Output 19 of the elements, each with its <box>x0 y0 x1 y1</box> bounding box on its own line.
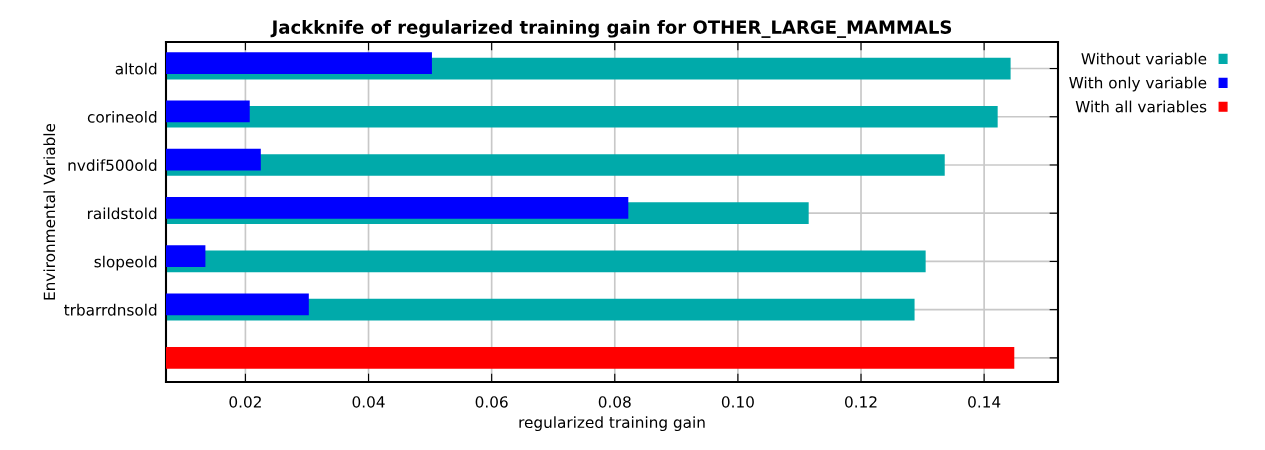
legend-label: With only variable <box>1069 76 1207 92</box>
x-tick-label: 0.06 <box>475 396 508 408</box>
x-tick-label: 0.08 <box>598 396 631 408</box>
x-tick-label: 0.10 <box>721 396 754 408</box>
x-tick-label: 0.04 <box>352 396 385 408</box>
y-tick-label: altold <box>115 62 157 75</box>
x-tick-label: 0.14 <box>968 396 1001 408</box>
chart-title: Jackknife of regularized training gain for OTHER_LARGE_MAMMALS <box>270 19 952 38</box>
y-tick-label: slopeold <box>94 255 157 271</box>
legend-label: With all variables <box>1075 100 1207 113</box>
y-tick-label: trbarrdnsold <box>64 303 157 316</box>
y-tick-label: corineold <box>87 110 157 123</box>
y-tick-label: nvdif500old <box>68 159 157 171</box>
x-tick-label: 0.02 <box>229 396 261 408</box>
y-tick-label: raildstold <box>87 207 157 220</box>
x-axis-title: regularized training gain <box>519 416 705 432</box>
legend-label: Without variable <box>1081 52 1207 65</box>
x-tick-label: 0.12 <box>845 396 877 408</box>
y-axis-title: Environmental Variable <box>43 123 56 300</box>
